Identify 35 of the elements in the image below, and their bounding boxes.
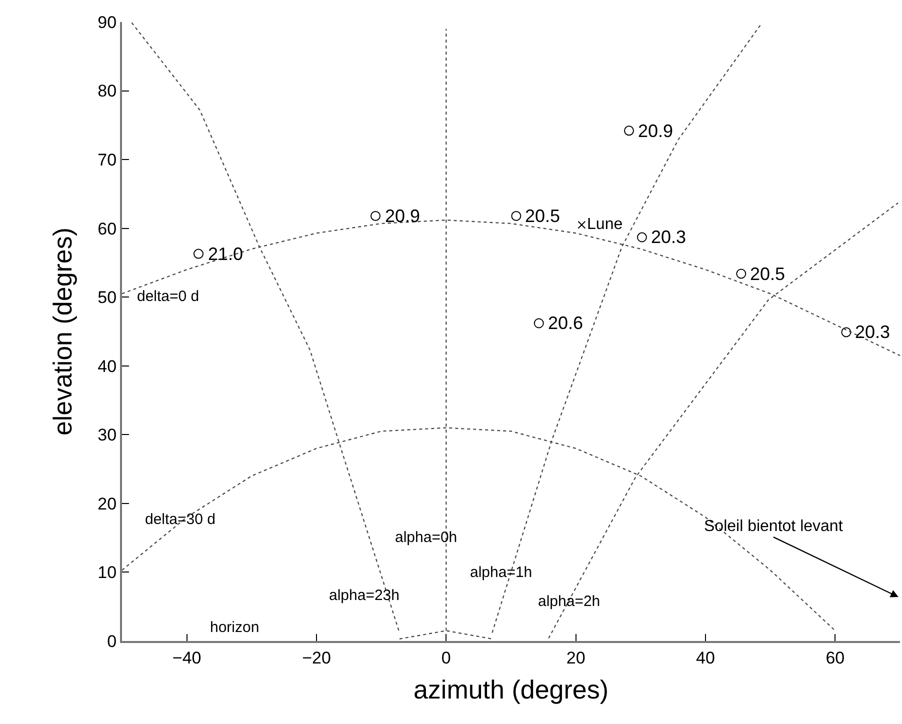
annotation: alpha=1h — [470, 564, 532, 581]
annotation: 20.3 — [855, 322, 890, 342]
x-axis-title: azimuth (degres) — [413, 674, 609, 705]
series-label: Lune — [587, 216, 623, 233]
x-tick-label: 20 — [566, 648, 586, 668]
annotation: alpha=2h — [538, 593, 600, 610]
annotation: 20.5 — [750, 264, 786, 284]
annotation: alpha=0h — [395, 529, 458, 546]
annotation: horizon — [210, 619, 260, 636]
x-tick-label: −20 — [302, 648, 331, 668]
annotation: 20.3 — [651, 227, 686, 247]
y-tick-label: 70 — [98, 150, 117, 170]
y-tick-label: 10 — [98, 563, 117, 582]
annotation: 20.9 — [385, 206, 420, 226]
y-tick-label: 90 — [98, 12, 117, 32]
x-tick-label: −40 — [172, 648, 202, 668]
y-tick-label: 0 — [107, 632, 117, 651]
annotation: delta=0 d — [137, 288, 200, 305]
annotation: 21.0 — [208, 244, 244, 264]
annotation: alpha=23h — [329, 587, 400, 604]
annotation: 20.9 — [638, 121, 674, 141]
annotation: 20.5 — [525, 206, 560, 226]
y-axis-title: elevation (degres) — [48, 227, 78, 436]
y-tick-label: 40 — [98, 356, 117, 376]
annotation: Soleil bientot levant — [704, 518, 844, 535]
y-tick-label: 20 — [98, 494, 117, 514]
annotation: 20.6 — [548, 313, 584, 333]
annotation: delta=30 d — [145, 511, 216, 528]
x-tick-label: 40 — [696, 648, 715, 668]
x-tick-label: 60 — [826, 648, 845, 668]
y-tick-label: 60 — [98, 219, 117, 238]
y-tick-label: 30 — [98, 426, 117, 445]
x-tick-label: 0 — [441, 648, 451, 668]
y-tick-label: 80 — [98, 82, 117, 101]
y-tick-label: 50 — [98, 288, 117, 308]
